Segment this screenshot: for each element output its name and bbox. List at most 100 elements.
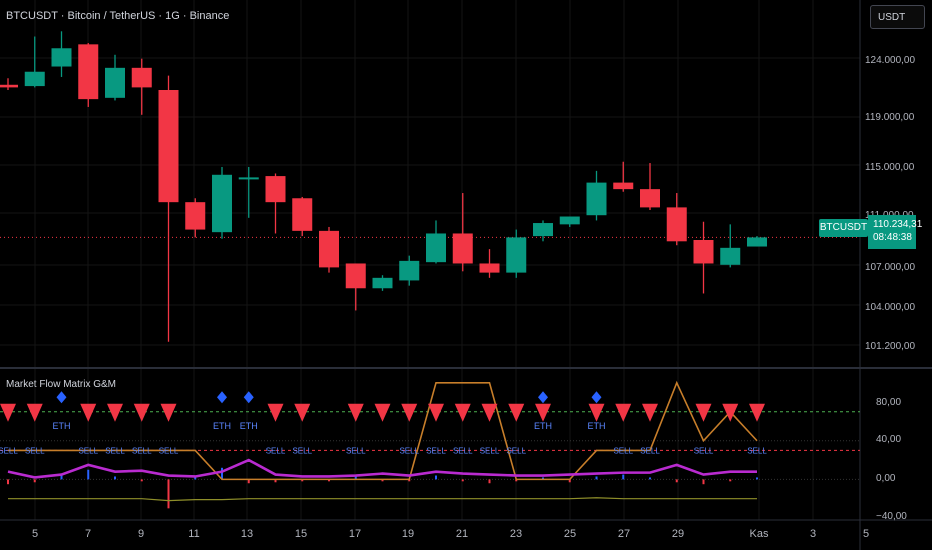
eth-label: ETH bbox=[240, 421, 258, 431]
sell-triangle bbox=[454, 403, 471, 422]
indicator-series-line bbox=[7, 458, 757, 479]
eth-label: ETH bbox=[534, 421, 552, 431]
sell-label: SELL bbox=[159, 446, 179, 455]
histogram-bar bbox=[461, 479, 464, 482]
candle-body bbox=[372, 277, 393, 289]
histogram-bar bbox=[488, 479, 491, 484]
sell-triangle bbox=[508, 403, 525, 422]
candle-body bbox=[238, 177, 259, 180]
eth-diamond bbox=[217, 391, 227, 404]
histogram-bar bbox=[247, 479, 250, 484]
sell-triangle bbox=[374, 403, 391, 422]
sell-triangle bbox=[749, 403, 765, 422]
currency-selector[interactable]: USDT bbox=[870, 5, 925, 29]
histogram-bar bbox=[702, 479, 705, 485]
sell-label: SELL bbox=[105, 446, 125, 455]
sell-label: SELL bbox=[747, 446, 767, 455]
sell-label: SELL bbox=[426, 446, 446, 455]
sell-label: SELL bbox=[506, 446, 526, 455]
sell-label: SELL bbox=[266, 446, 286, 455]
histogram-bar bbox=[675, 479, 678, 483]
symbol-price-label: BTCUSDT bbox=[819, 219, 868, 237]
candle-body bbox=[640, 189, 660, 208]
sell-triangle bbox=[695, 403, 712, 422]
sell-triangle bbox=[347, 403, 364, 422]
histogram-bar bbox=[7, 479, 9, 485]
price-tick: 104.000,00 bbox=[865, 302, 916, 313]
candle-body bbox=[747, 237, 767, 247]
candle-body bbox=[105, 67, 125, 98]
date-tick: 17 bbox=[348, 528, 362, 540]
candle-body bbox=[24, 71, 45, 87]
histogram-bar bbox=[515, 479, 518, 482]
date-tick: 3 bbox=[809, 528, 817, 540]
indicator-tick: 0,00 bbox=[876, 473, 896, 484]
eth-label: ETH bbox=[53, 421, 71, 431]
price-tick: 115.000,00 bbox=[865, 162, 915, 173]
candle-body bbox=[292, 198, 313, 231]
sell-triangle bbox=[80, 403, 97, 422]
indicator-series-line bbox=[8, 497, 757, 502]
candle-body bbox=[212, 174, 232, 233]
date-tick: 13 bbox=[240, 528, 254, 540]
sell-triangle bbox=[267, 403, 284, 422]
histogram-bar bbox=[167, 479, 170, 509]
candle-body bbox=[720, 247, 741, 265]
candle-body bbox=[666, 207, 687, 242]
date-tick: 23 bbox=[509, 528, 523, 540]
candle-body bbox=[345, 263, 366, 289]
sell-label: SELL bbox=[399, 446, 419, 455]
sell-label: SELL bbox=[78, 446, 98, 455]
eth-diamond bbox=[538, 391, 548, 404]
eth-diamond bbox=[56, 391, 67, 404]
candle-body bbox=[452, 233, 473, 264]
histogram-bar bbox=[301, 479, 304, 482]
sell-triangle bbox=[722, 403, 739, 422]
candle-body bbox=[131, 67, 152, 88]
histogram-bar bbox=[622, 474, 625, 480]
date-tick: 15 bbox=[294, 528, 308, 540]
histogram-bar bbox=[568, 479, 571, 483]
sell-label: SELL bbox=[346, 446, 366, 455]
date-tick: Kas bbox=[749, 528, 769, 540]
histogram-bar bbox=[328, 479, 330, 482]
histogram-bar bbox=[381, 479, 384, 482]
chart-title: BTCUSDT · Bitcoin / TetherUS · 1G · Bina… bbox=[6, 10, 230, 22]
histogram-bar bbox=[274, 479, 277, 483]
histogram-bar bbox=[33, 479, 36, 483]
sell-triangle bbox=[481, 403, 498, 422]
eth-diamond bbox=[243, 391, 254, 404]
candle-body bbox=[0, 84, 18, 88]
eth-label: ETH bbox=[588, 421, 606, 431]
eth-label: ETH bbox=[213, 421, 231, 431]
candle-body bbox=[586, 182, 607, 216]
date-tick: 9 bbox=[137, 528, 145, 540]
date-tick: 11 bbox=[188, 528, 200, 540]
sell-label: SELL bbox=[25, 446, 45, 455]
sell-triangle bbox=[160, 403, 177, 422]
last-price-tag: 110.234,31 08:48:38 bbox=[868, 215, 922, 249]
sell-triangle bbox=[26, 403, 43, 422]
candle-body bbox=[51, 48, 72, 67]
date-tick: 21 bbox=[455, 528, 469, 540]
sell-triangle bbox=[107, 403, 123, 422]
sell-label: SELL bbox=[0, 446, 18, 455]
sell-label: SELL bbox=[613, 446, 633, 455]
sell-label: SELL bbox=[640, 446, 660, 455]
bar-countdown: 08:48:38 bbox=[873, 232, 912, 243]
date-tick: 19 bbox=[401, 528, 415, 540]
candle-body bbox=[693, 240, 714, 264]
sell-label: SELL bbox=[480, 446, 500, 455]
histogram-bar bbox=[649, 477, 651, 480]
candle-body bbox=[479, 263, 500, 273]
sell-triangle bbox=[615, 403, 632, 422]
histogram-bar bbox=[435, 475, 437, 480]
price-tick: 107.000,00 bbox=[865, 262, 916, 273]
indicator-title[interactable]: Market Flow Matrix G&M bbox=[6, 379, 117, 390]
sell-label: SELL bbox=[694, 446, 714, 455]
indicator-tick: −40,00 bbox=[876, 511, 907, 522]
sell-triangle bbox=[535, 403, 551, 422]
candle-body bbox=[506, 237, 527, 273]
indicator-tick: 40,00 bbox=[876, 434, 902, 445]
